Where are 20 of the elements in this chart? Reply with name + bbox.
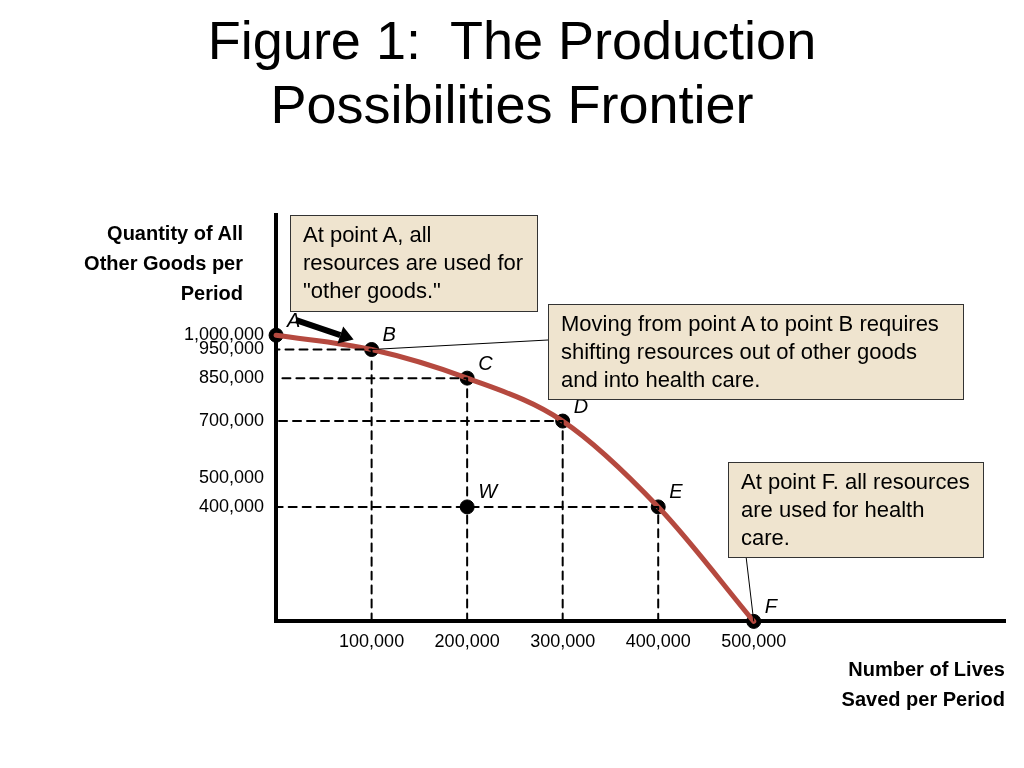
x-tick-label: 500,000 xyxy=(721,631,787,652)
annotation: At point F. all resources are used for health care. xyxy=(728,462,984,558)
x-tick-label: 200,000 xyxy=(434,631,500,652)
annotation: C xyxy=(478,351,494,374)
annotation: W xyxy=(478,480,500,503)
y-axis-title: Quantity of All Other Goods per Period xyxy=(83,221,243,306)
x-tick-label: 400,000 xyxy=(625,631,691,652)
y-tick-label: 400,000 xyxy=(199,495,265,516)
x-tick-label: 300,000 xyxy=(530,631,596,652)
x-tick-label: 100,000 xyxy=(339,631,405,652)
annotation: B xyxy=(382,323,396,346)
y-tick-label: 500,000 xyxy=(199,467,265,488)
annotation: F xyxy=(764,594,779,617)
x-axis-title: Number of Lives Saved per Period xyxy=(840,657,1005,712)
annotation: At point A, all resources are used for "other goods." xyxy=(303,222,524,303)
annotation: Moving from point A to point B requires shifting resources out of other goods and into health care. xyxy=(561,311,939,392)
y-tick-label: 850,000 xyxy=(199,367,265,388)
chart-title: Figure 1: The Production Possibilities Frontier xyxy=(206,9,818,136)
annotation: E xyxy=(669,480,684,503)
y-tick-label: 700,000 xyxy=(199,410,265,431)
